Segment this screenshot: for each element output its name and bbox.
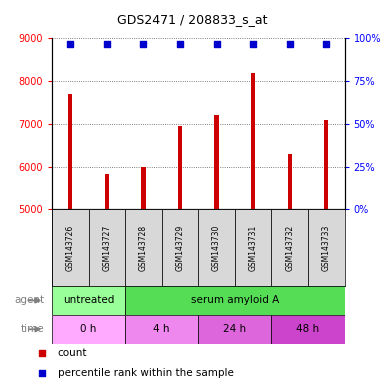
Point bbox=[177, 40, 183, 46]
Text: serum amyloid A: serum amyloid A bbox=[191, 295, 279, 306]
Text: GSM143729: GSM143729 bbox=[176, 225, 184, 271]
Bar bbox=[89, 209, 125, 286]
Text: GSM143732: GSM143732 bbox=[285, 225, 294, 271]
Text: time: time bbox=[21, 324, 44, 334]
Text: GSM143726: GSM143726 bbox=[66, 225, 75, 271]
Text: agent: agent bbox=[14, 295, 44, 306]
Bar bbox=[125, 315, 198, 344]
Bar bbox=[308, 209, 345, 286]
Bar bbox=[288, 154, 292, 209]
Bar bbox=[52, 286, 125, 315]
Text: untreated: untreated bbox=[63, 295, 114, 306]
Bar bbox=[251, 73, 255, 209]
Text: 24 h: 24 h bbox=[223, 324, 246, 334]
Text: GSM143727: GSM143727 bbox=[102, 225, 111, 271]
Text: count: count bbox=[58, 348, 87, 358]
Bar bbox=[178, 126, 182, 209]
Bar bbox=[214, 115, 219, 209]
Point bbox=[213, 40, 219, 46]
Text: 4 h: 4 h bbox=[154, 324, 170, 334]
Bar bbox=[125, 286, 345, 315]
Bar bbox=[68, 94, 72, 209]
Text: GSM143733: GSM143733 bbox=[322, 225, 331, 271]
Text: GDS2471 / 208833_s_at: GDS2471 / 208833_s_at bbox=[117, 13, 268, 26]
Bar bbox=[271, 209, 308, 286]
Bar bbox=[235, 209, 271, 286]
Point bbox=[250, 40, 256, 46]
Point bbox=[286, 40, 293, 46]
Text: percentile rank within the sample: percentile rank within the sample bbox=[58, 367, 234, 377]
Bar bbox=[198, 315, 271, 344]
Bar bbox=[162, 209, 198, 286]
Point bbox=[140, 40, 146, 46]
Bar bbox=[198, 209, 235, 286]
Text: GSM143728: GSM143728 bbox=[139, 225, 148, 271]
Text: GSM143731: GSM143731 bbox=[249, 225, 258, 271]
Point bbox=[67, 40, 73, 46]
Bar bbox=[52, 209, 89, 286]
Bar bbox=[125, 209, 162, 286]
Text: 48 h: 48 h bbox=[296, 324, 320, 334]
Bar bbox=[324, 119, 328, 209]
Text: GSM143730: GSM143730 bbox=[212, 225, 221, 271]
Bar bbox=[105, 174, 109, 209]
Text: 0 h: 0 h bbox=[80, 324, 97, 334]
Point bbox=[39, 350, 45, 356]
Bar bbox=[271, 315, 345, 344]
Point bbox=[39, 369, 45, 376]
Point bbox=[323, 40, 329, 46]
Bar bbox=[141, 167, 146, 209]
Point bbox=[104, 40, 110, 46]
Bar bbox=[52, 315, 125, 344]
